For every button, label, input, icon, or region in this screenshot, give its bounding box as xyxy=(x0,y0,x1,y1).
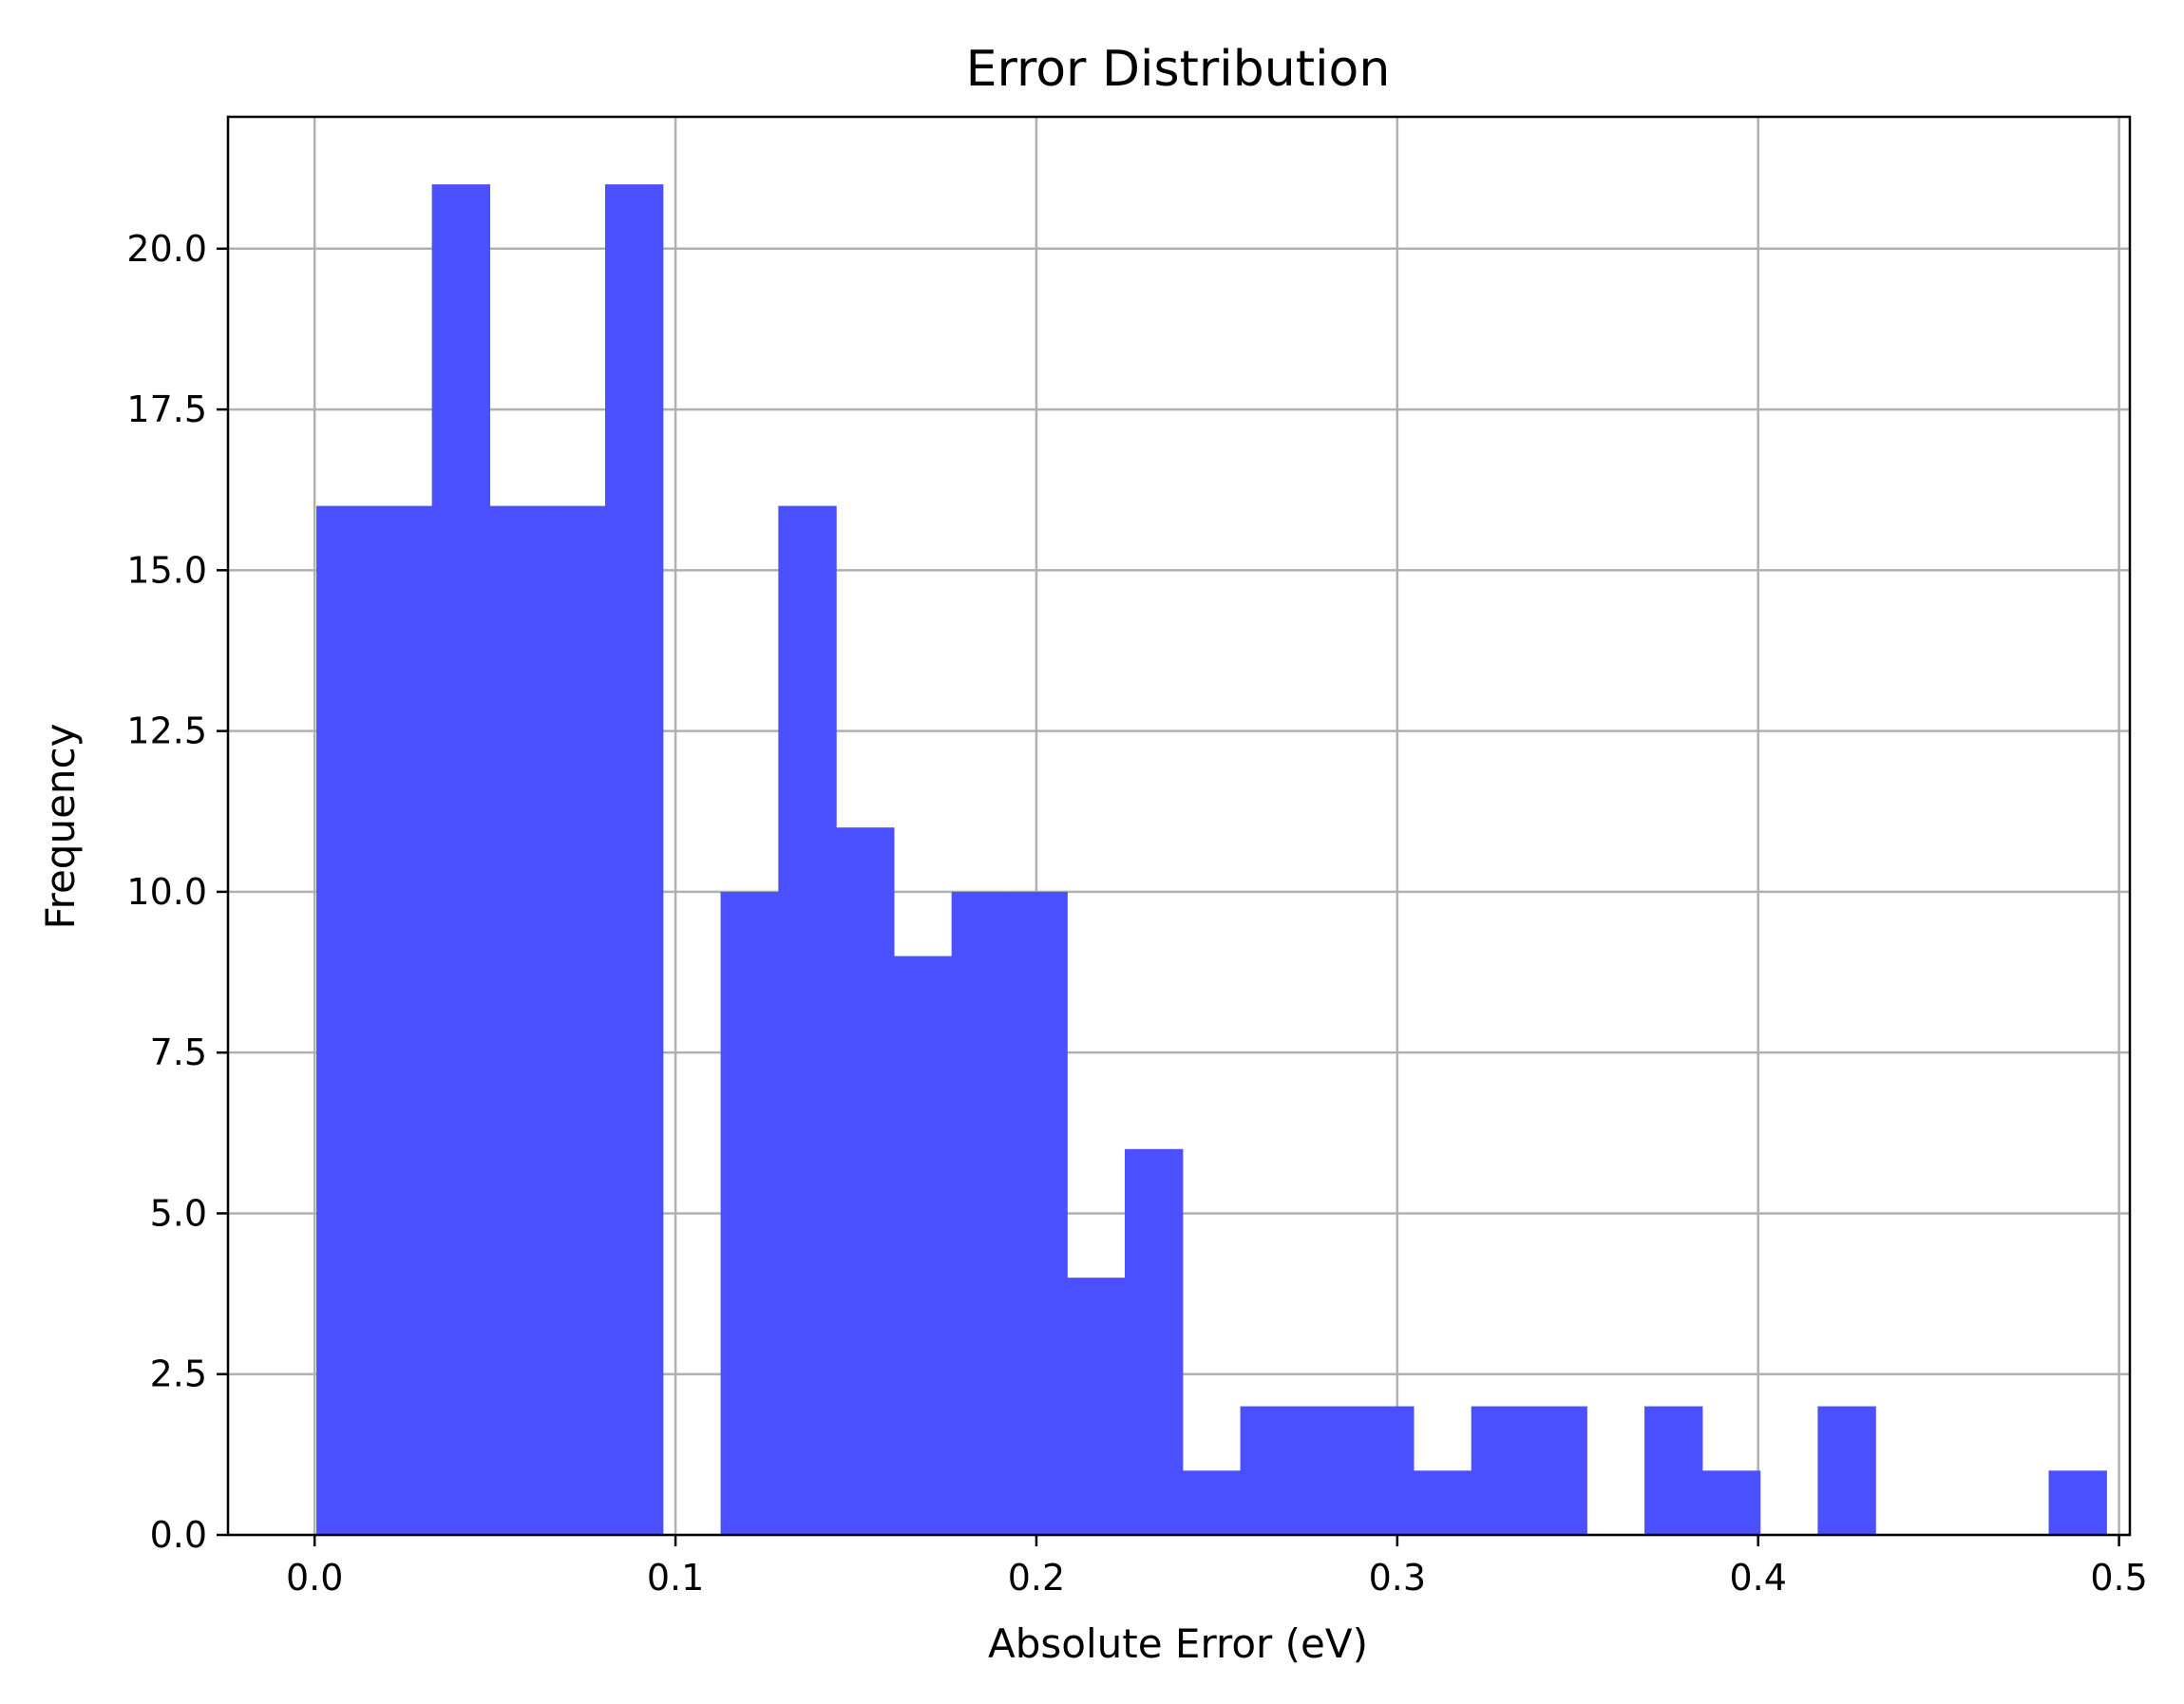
y-tick-label: 0.0 xyxy=(150,1514,207,1556)
histogram-bar xyxy=(316,505,375,1535)
histogram-bar xyxy=(431,184,491,1536)
y-tick-label: 10.0 xyxy=(126,871,207,913)
histogram-bar xyxy=(836,827,895,1535)
histogram-bar xyxy=(1356,1406,1415,1535)
histogram-bar xyxy=(1529,1406,1587,1535)
y-axis-label: Frequency xyxy=(37,724,84,930)
histogram-bar xyxy=(547,505,606,1535)
y-tick-label: 17.5 xyxy=(126,388,207,430)
histogram-bar xyxy=(893,956,953,1535)
x-tick-label: 0.0 xyxy=(286,1557,343,1599)
histogram-bar xyxy=(1009,891,1068,1535)
histogram-bar xyxy=(1413,1470,1472,1535)
histogram-bar xyxy=(1701,1470,1761,1535)
histogram-bar xyxy=(373,505,433,1535)
histogram-bar xyxy=(604,184,664,1536)
y-tick-label: 7.5 xyxy=(150,1032,207,1073)
chart-title: Error Distribution xyxy=(966,41,1391,98)
histogram-bar xyxy=(1125,1148,1184,1535)
histogram-bar xyxy=(489,505,548,1535)
y-tick-label: 20.0 xyxy=(126,228,207,270)
histogram-bar xyxy=(1067,1278,1126,1535)
histogram-bar xyxy=(1240,1406,1299,1535)
x-axis-label: Absolute Error (eV) xyxy=(988,1620,1368,1667)
histogram-bar xyxy=(1298,1406,1357,1535)
y-tick-label: 5.0 xyxy=(150,1192,207,1234)
y-tick-label: 12.5 xyxy=(126,710,207,752)
histogram-bar xyxy=(720,891,779,1535)
y-tick-label: 2.5 xyxy=(150,1354,207,1395)
histogram-bar xyxy=(1182,1470,1242,1535)
x-tick-label: 0.5 xyxy=(2090,1557,2147,1599)
histogram-bar xyxy=(951,891,1011,1535)
plot-area-frame xyxy=(226,115,2132,1537)
histogram-bars xyxy=(316,184,2107,1536)
y-tick-label: 15.0 xyxy=(126,549,207,591)
x-tick-label: 0.1 xyxy=(647,1557,704,1599)
histogram-bar xyxy=(1817,1406,1876,1535)
x-tick-label: 0.2 xyxy=(1008,1557,1065,1599)
histogram-bar xyxy=(2048,1470,2107,1535)
axis-ticks: 0.0 0.1 0.2 0.3 0.4 0.5 0.0 2.5 5.0 7.5 10.0 12.5 15… xyxy=(126,228,2147,1599)
histogram-bar xyxy=(1471,1406,1530,1535)
x-tick-label: 0.3 xyxy=(1369,1557,1426,1599)
x-tick-label: 0.4 xyxy=(1729,1557,1786,1599)
histogram-bar xyxy=(778,505,837,1535)
histogram-bar xyxy=(1644,1406,1703,1535)
